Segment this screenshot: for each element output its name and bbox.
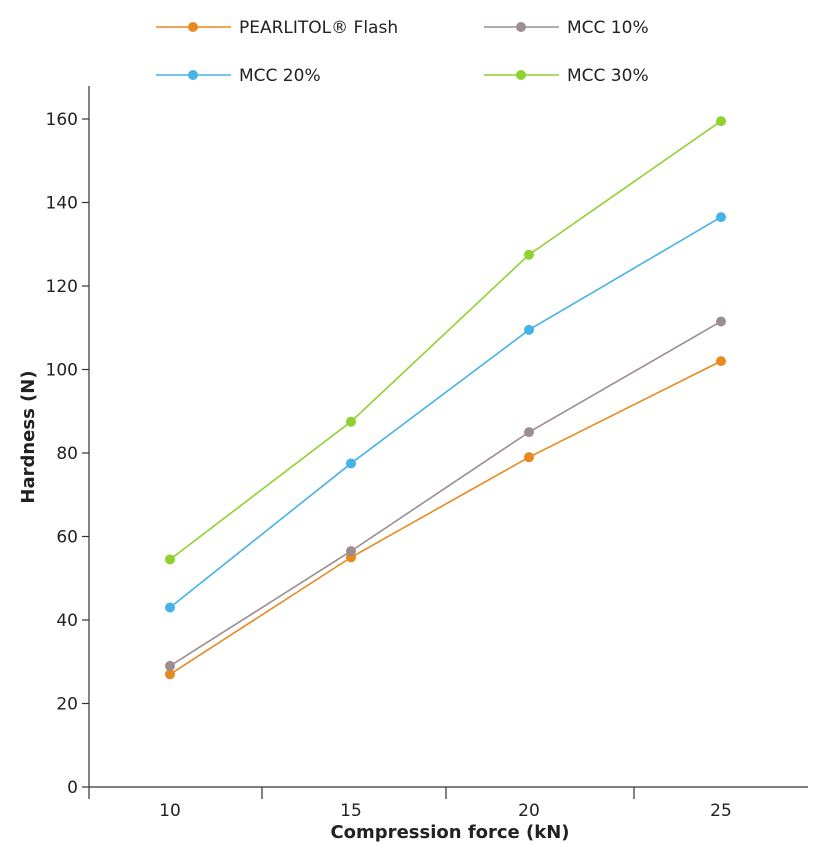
y-tick-label: 120: [46, 277, 78, 297]
data-point: [524, 324, 534, 335]
legend-marker: [516, 70, 526, 80]
legend: PEARLITOL® Flash MCC 10% MCC 20% MCC 30%: [156, 18, 649, 86]
legend-label: PEARLITOL® Flash: [239, 18, 398, 38]
x-tick-label: 15: [340, 801, 362, 821]
data-point: [524, 249, 534, 260]
legend-item: MCC 20%: [156, 66, 321, 86]
data-point: [165, 669, 175, 680]
series-1: [165, 316, 726, 671]
data-point: [165, 602, 175, 613]
y-tick-label: 80: [56, 444, 78, 464]
data-point: [524, 427, 534, 438]
y-axis-title: Hardness (N): [18, 370, 39, 503]
legend-item: MCC 10%: [484, 18, 649, 38]
x-tick-label: 20: [518, 801, 540, 821]
y-tick-label: 160: [46, 110, 78, 130]
x-tick-label: 10: [159, 801, 181, 821]
x-axis-title: Compression force (kN): [330, 822, 569, 843]
data-point: [716, 116, 726, 127]
series-3: [165, 116, 726, 565]
data-point: [716, 212, 726, 223]
legend-marker: [188, 22, 198, 32]
data-point: [716, 356, 726, 367]
series-line: [169, 216, 722, 609]
legend-item: PEARLITOL® Flash: [156, 18, 398, 38]
y-ticks: 0 20 40 60 80 100 120 140 160: [46, 110, 89, 798]
legend-label: MCC 30%: [567, 66, 649, 86]
legend-label: MCC 10%: [567, 18, 649, 38]
series-2: [165, 212, 726, 613]
data-point: [165, 660, 175, 671]
series-0: [165, 356, 726, 680]
data-point: [716, 316, 726, 327]
y-tick-label: 100: [46, 361, 78, 381]
data-point: [524, 452, 534, 463]
legend-marker: [516, 22, 526, 32]
y-tick-label: 20: [56, 695, 78, 715]
series-line: [169, 120, 722, 561]
series-line: [169, 360, 722, 675]
series-line: [169, 320, 722, 667]
data-point: [165, 554, 175, 565]
axes: [88, 86, 808, 799]
data-point: [346, 458, 356, 469]
x-tick-label: 25: [710, 801, 732, 821]
legend-label: MCC 20%: [239, 66, 321, 86]
y-tick-label: 140: [46, 194, 78, 214]
series-group: [165, 116, 726, 680]
y-tick-label: 40: [56, 611, 78, 631]
y-tick-label: 60: [56, 528, 78, 548]
data-point: [346, 416, 356, 427]
data-point: [346, 546, 356, 557]
x-ticks: 10 15 20 25: [159, 787, 732, 821]
y-tick-label: 0: [67, 778, 78, 798]
legend-marker: [188, 70, 198, 80]
legend-item: MCC 30%: [484, 66, 649, 86]
